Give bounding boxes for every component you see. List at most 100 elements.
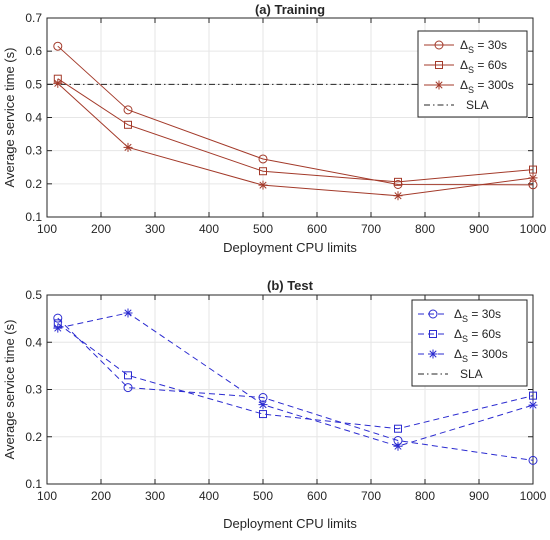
chart-panel-test: 100 200 300 400 500 600 700 800 900 1000 0.1 0.2 0.3… xyxy=(2,278,547,531)
legend-value: = 60s xyxy=(474,58,507,72)
y-tick-label: 0.3 xyxy=(25,144,42,158)
data-point xyxy=(124,120,132,129)
legend-subscript: S xyxy=(468,65,474,75)
series-square xyxy=(53,319,537,433)
series-star xyxy=(53,78,538,201)
data-point xyxy=(259,167,267,176)
legend-subscript: S xyxy=(468,85,474,95)
y-tick-label: 0.7 xyxy=(25,11,42,25)
legend-marker xyxy=(434,40,444,50)
legend-marker xyxy=(429,330,437,338)
legend-marker xyxy=(434,80,444,90)
x-axis-label: Deployment CPU limits xyxy=(223,240,357,255)
x-tick-label: 500 xyxy=(253,222,273,236)
legend-label: ΔS = 30s xyxy=(454,307,501,324)
data-point xyxy=(258,154,268,164)
data-point xyxy=(259,410,267,419)
legend-value: = 30s xyxy=(474,38,507,52)
legend-subscript: S xyxy=(468,45,474,55)
y-tick-label: 0.6 xyxy=(25,44,42,58)
series-star xyxy=(53,308,538,451)
series-circle xyxy=(53,313,538,465)
legend-delta: Δ xyxy=(454,307,462,321)
x-tick-label: 900 xyxy=(469,489,489,503)
x-axis-label: Deployment CPU limits xyxy=(223,516,357,531)
chart-panel-training: 100 200 300 400 500 600 700 800 900 1000 0.1 0.2 0.3… xyxy=(2,2,547,255)
y-tick-label: 0.1 xyxy=(25,210,42,224)
data-point xyxy=(394,177,402,186)
data-point xyxy=(123,308,133,318)
data-point xyxy=(123,383,133,393)
legend-label: ΔS = 60s xyxy=(460,58,507,75)
data-point xyxy=(528,400,538,410)
y-tick-label: 0.4 xyxy=(25,111,42,125)
y-tick-label: 0.5 xyxy=(25,288,42,302)
legend-delta: Δ xyxy=(454,347,462,361)
legend-subscript: S xyxy=(462,314,468,324)
x-tick-label: 200 xyxy=(91,489,111,503)
legend-delta: Δ xyxy=(454,327,462,341)
data-point xyxy=(393,191,403,201)
x-tick-label: 400 xyxy=(199,222,219,236)
x-tick-label: 1000 xyxy=(520,222,547,236)
legend-value: = 300s xyxy=(474,78,514,92)
legend-delta: Δ xyxy=(460,78,468,92)
x-tick-label: 200 xyxy=(91,222,111,236)
x-tick-label: 100 xyxy=(37,489,57,503)
x-tick-label: 800 xyxy=(415,489,435,503)
legend-label: ΔS = 30s xyxy=(460,38,507,55)
data-point xyxy=(258,180,268,190)
x-tick-label: 300 xyxy=(145,222,165,236)
x-tick-label: 600 xyxy=(307,489,327,503)
x-tick-label: 700 xyxy=(361,222,381,236)
y-tick-label: 0.2 xyxy=(25,177,42,191)
x-tick-label: 500 xyxy=(253,489,273,503)
legend-marker xyxy=(428,349,438,359)
legend-label: SLA xyxy=(460,367,483,381)
x-tick-label: 300 xyxy=(145,489,165,503)
legend-label: ΔS = 300s xyxy=(454,347,508,364)
chart-title: (a) Training xyxy=(255,2,325,17)
data-point xyxy=(393,441,403,451)
data-point xyxy=(53,313,63,323)
legend-value: = 30s xyxy=(468,307,501,321)
x-tick-label: 1000 xyxy=(520,489,547,503)
data-point xyxy=(53,41,63,51)
y-tick-label: 0.3 xyxy=(25,383,42,397)
legend-marker xyxy=(428,309,438,319)
series-line xyxy=(57,45,534,186)
data-point xyxy=(124,371,132,380)
legend-label: SLA xyxy=(466,98,489,112)
legend-delta: Δ xyxy=(460,38,468,52)
data-point xyxy=(53,323,63,333)
legend-label: ΔS = 60s xyxy=(454,327,501,344)
series-line xyxy=(57,78,534,183)
chart-title: (b) Test xyxy=(267,278,314,293)
legend-value: = 300s xyxy=(468,347,508,361)
data-point xyxy=(528,455,538,465)
x-tick-label: 400 xyxy=(199,489,219,503)
x-tick-label: 800 xyxy=(415,222,435,236)
data-point xyxy=(258,400,268,410)
data-point xyxy=(528,173,538,183)
legend-label: ΔS = 300s xyxy=(460,78,514,95)
legend-value: = 60s xyxy=(468,327,501,341)
y-tick-label: 0.1 xyxy=(25,477,42,491)
legend-marker xyxy=(435,61,443,69)
y-axis-label: Average service time (s) xyxy=(2,48,17,188)
data-point xyxy=(394,424,402,433)
data-point xyxy=(529,165,537,174)
y-axis-label: Average service time (s) xyxy=(2,320,17,460)
x-tick-label: 700 xyxy=(361,489,381,503)
data-point xyxy=(53,78,63,88)
series-line xyxy=(57,317,534,461)
x-tick-label: 600 xyxy=(307,222,327,236)
data-point xyxy=(529,391,537,400)
x-tick-label: 900 xyxy=(469,222,489,236)
y-tick-label: 0.5 xyxy=(25,77,42,91)
y-tick-label: 0.2 xyxy=(25,430,42,444)
data-point xyxy=(123,142,133,152)
